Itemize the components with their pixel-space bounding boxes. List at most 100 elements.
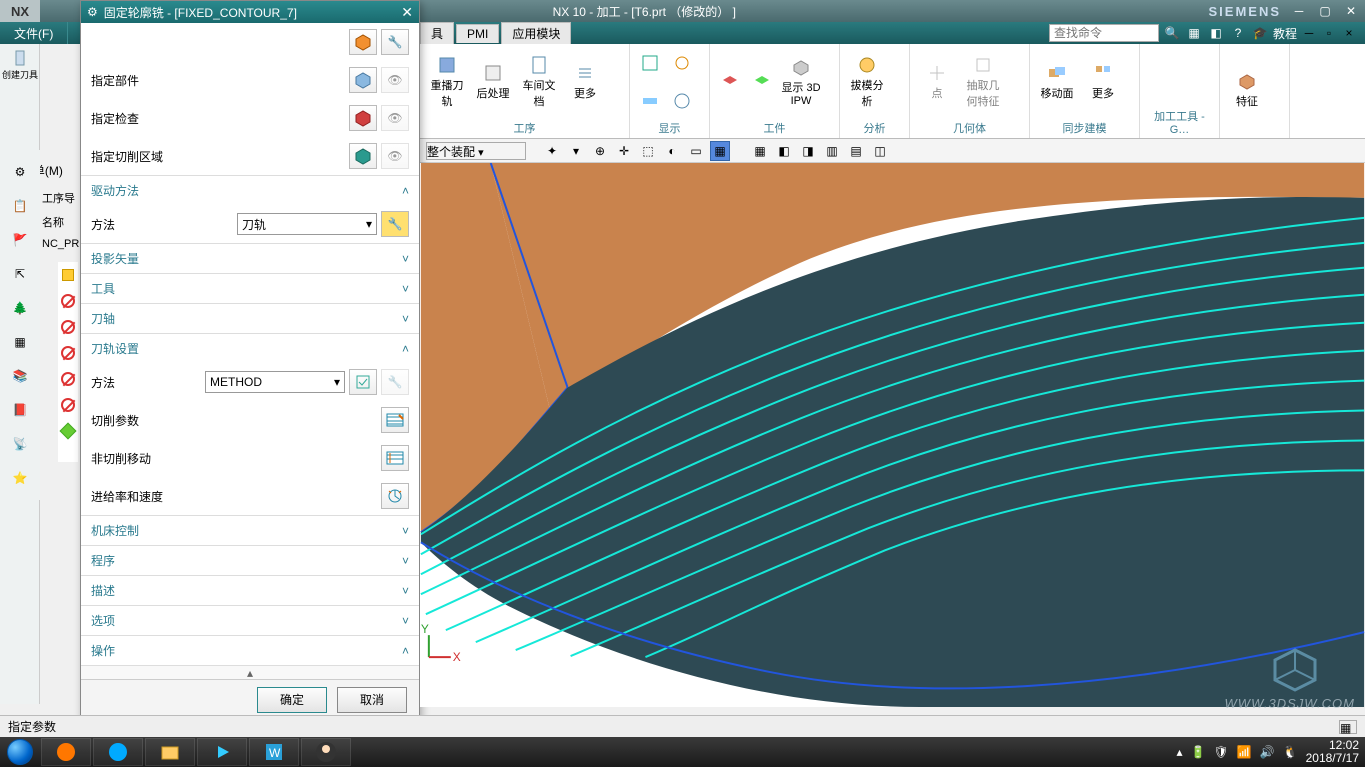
doc-restore[interactable]: ▫ [1321,25,1337,41]
tray-battery-icon[interactable]: 🔋 [1191,745,1206,759]
task-avatar[interactable] [301,738,351,766]
tb-icon[interactable]: ▭ [686,141,706,161]
start-button[interactable] [0,737,40,767]
postprocess-button[interactable]: 后处理 [472,63,514,101]
tab-app[interactable]: 应用模块 [501,22,571,44]
section-drive-method[interactable]: 驱动方法˄ [81,175,419,205]
tb-icon[interactable]: ⊕ [590,141,610,161]
dialog-close-icon[interactable]: ✕ [401,4,413,21]
specify-check-button[interactable] [349,105,377,131]
specify-cutarea-display[interactable]: 👁 [381,143,409,169]
tb-icon[interactable]: ◧ [774,141,794,161]
clock[interactable]: 12:02 2018/7/17 [1306,739,1359,765]
tutorial-label[interactable]: 教程 [1273,25,1297,42]
tb-icon[interactable]: ⬚ [638,141,658,161]
display-icon3[interactable] [636,87,664,115]
move-face-button[interactable]: 移动面 [1036,63,1078,101]
rb-icon-gear[interactable]: ⚙ [8,160,32,184]
gtool-icon1[interactable] [1146,46,1174,74]
tb-icon[interactable]: ◐ [662,141,682,161]
tb-icon[interactable]: ▤ [846,141,866,161]
rb-icon-star[interactable]: ⭐ [8,466,32,490]
display-icon1[interactable] [636,49,664,77]
cut-params-button[interactable] [381,407,409,433]
more1-button[interactable]: 更多 [564,63,606,101]
task-firefox[interactable] [41,738,91,766]
section-tool[interactable]: 工具˅ [81,273,419,303]
rb-icon-net[interactable]: 📡 [8,432,32,456]
search-icon[interactable]: 🔍 [1163,24,1181,42]
dialog-scroll-up[interactable]: ▴ [81,665,419,679]
drive-method-edit[interactable]: 🔧 [381,211,409,237]
section-mcs[interactable]: 机床控制˅ [81,515,419,545]
specify-part-button[interactable] [349,67,377,93]
tb-icon[interactable]: ◨ [798,141,818,161]
task-edge[interactable] [93,738,143,766]
file-menu[interactable]: 文件(F) [0,22,68,44]
extract-geom-button[interactable]: 抽取几何特征 [962,55,1004,109]
geom-icon-wrench[interactable]: 🔧 [381,29,409,55]
more2-button[interactable]: 更多 [1082,63,1124,101]
rb-icon-sheet[interactable]: ▦ [8,330,32,354]
view2-icon[interactable]: ◧ [1207,24,1225,42]
tray-qq-icon[interactable]: 🐧 [1283,745,1298,759]
section-projection[interactable]: 投影矢量˅ [81,243,419,273]
tray-up-icon[interactable]: ▴ [1177,745,1183,759]
assembly-select[interactable]: 整个装配 ▾ [426,142,526,160]
feed-button[interactable] [381,483,409,509]
command-search[interactable] [1049,24,1159,42]
section-actions[interactable]: 操作˄ [81,635,419,665]
section-desc[interactable]: 描述˅ [81,575,419,605]
doc-close[interactable]: × [1341,25,1357,41]
maximize-button[interactable]: ▢ [1317,3,1333,19]
rb-icon-layers[interactable]: 📚 [8,364,32,388]
specify-part-display[interactable]: 👁 [381,67,409,93]
minimize-button[interactable]: ─ [1291,3,1307,19]
tb-icon[interactable]: ▦ [750,141,770,161]
path-method-edit[interactable] [349,369,377,395]
opnav-root[interactable]: NC_PR [42,238,79,250]
shopdoc-button[interactable]: 车间文档 [518,55,560,109]
help-icon[interactable]: ? [1229,24,1247,42]
doc-minimize[interactable]: ─ [1301,25,1317,41]
create-tool-button[interactable]: 创建刀具 [2,48,38,90]
path-method-wrench[interactable]: 🔧 [381,369,409,395]
draft-analysis-button[interactable]: 拔模分析 [846,55,888,109]
task-explorer[interactable] [145,738,195,766]
tb-icon[interactable]: ◫ [870,141,890,161]
gtool-icon4[interactable] [1178,78,1206,106]
gtool-icon2[interactable] [1178,46,1206,74]
section-options[interactable]: 选项˅ [81,605,419,635]
3d-viewport[interactable]: Y X [420,163,1365,707]
rb-icon-tree[interactable]: 🌲 [8,296,32,320]
tb-icon[interactable]: ✛ [614,141,634,161]
ok-button[interactable]: 确定 [257,687,327,713]
tray-net-icon[interactable]: 📶 [1237,745,1252,759]
feature-button[interactable]: 特征 [1226,71,1268,109]
ipw-icon2[interactable] [748,68,776,96]
tab-pmi[interactable]: PMI [456,24,499,43]
section-program[interactable]: 程序˅ [81,545,419,575]
tab-tool[interactable]: 具 [420,22,454,44]
display-icon4[interactable] [668,87,696,115]
tb-icon[interactable]: ▥ [822,141,842,161]
section-axis[interactable]: 刀轴˅ [81,303,419,333]
noncut-button[interactable] [381,445,409,471]
geom-icon-cube[interactable] [349,29,377,55]
tray-vol-icon[interactable]: 🔊 [1260,745,1275,759]
rb-icon-books[interactable]: 📕 [8,398,32,422]
tray-shield-icon[interactable]: 🛡 [1214,745,1229,759]
status-view-icon[interactable]: ▦ [1339,720,1357,734]
cancel-button[interactable]: 取消 [337,687,407,713]
rb-icon-flag[interactable]: 🚩 [8,228,32,252]
show-3d-ipw-button[interactable]: 显示 3D IPW [780,57,822,107]
rb-icon-axis[interactable]: ⇱ [8,262,32,286]
task-wps[interactable]: W [249,738,299,766]
section-path[interactable]: 刀轨设置˄ [81,333,419,363]
dialog-titlebar[interactable]: ⚙ 固定轮廓铣 - [FIXED_CONTOUR_7] ✕ [81,1,419,23]
gtool-icon3[interactable] [1146,78,1174,106]
path-method-select[interactable]: METHOD▾ [205,371,345,393]
close-button[interactable]: ✕ [1343,3,1359,19]
tb-icon[interactable]: ▾ [566,141,586,161]
system-tray[interactable]: ▴ 🔋 🛡 📶 🔊 🐧 12:02 2018/7/17 [1171,739,1365,765]
